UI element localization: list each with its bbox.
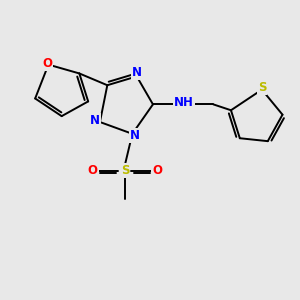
Text: O: O — [88, 164, 98, 177]
Text: S: S — [121, 164, 129, 177]
Text: NH: NH — [174, 96, 194, 110]
Text: N: N — [132, 66, 142, 80]
Text: O: O — [152, 164, 162, 177]
Text: S: S — [258, 81, 266, 94]
Text: N: N — [90, 114, 100, 127]
Text: O: O — [42, 57, 52, 70]
Text: N: N — [130, 129, 140, 142]
